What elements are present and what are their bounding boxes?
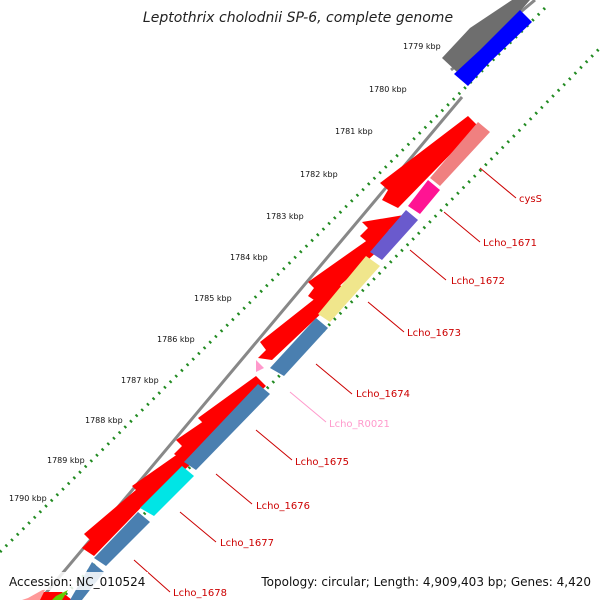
gene-forward: [308, 227, 394, 304]
leader-line: [479, 167, 517, 199]
gene-Lcho_1675: [184, 384, 270, 470]
gene-Lcho_1673: [318, 256, 380, 322]
forward-genes: [30, 116, 478, 600]
leader-line: [215, 473, 253, 505]
leader-line: [315, 363, 353, 395]
gene-label-Lcho_1671: Lcho_1671: [483, 238, 537, 249]
leader-line: [133, 559, 171, 593]
tick-label: 1782 kbp: [300, 170, 338, 179]
reverse-genes: [22, 122, 490, 600]
top-gray-block: [442, 0, 530, 72]
tick-label: 1779 kbp: [403, 42, 441, 51]
gene-forward: [82, 478, 160, 556]
topology-summary-text: Topology: circular; Length: 4,909,403 bp…: [260, 575, 591, 589]
footer-backdrop-right: [256, 572, 598, 590]
leader-line: [255, 429, 293, 461]
leader-line: [409, 249, 447, 281]
leader-lines: [133, 167, 517, 593]
tick-label: 1785 kbp: [194, 294, 232, 303]
accession-text: Accession: NC_010524: [9, 575, 145, 589]
gene-label-Lcho_1675: Lcho_1675: [295, 457, 349, 468]
map-title: Leptothrix cholodnii SP-6, complete geno…: [143, 10, 453, 26]
gene-Lcho_1676: [140, 466, 194, 516]
gene-label-Lcho_1678: Lcho_1678: [173, 588, 227, 599]
gene-labels: cysS Lcho_1671 Lcho_1672 Lcho_1673 Lcho_…: [173, 194, 542, 599]
tick-label: 1780 kbp: [369, 85, 407, 94]
tick-labels: 1779 kbp 1780 kbp 1781 kbp 1782 kbp 1783…: [9, 42, 441, 503]
gene-cysS: [430, 122, 490, 186]
tick-label: 1781 kbp: [335, 127, 373, 136]
leader-line: [367, 301, 405, 333]
leader-line: [443, 211, 481, 243]
gene-label-Lcho_1676: Lcho_1676: [256, 501, 310, 512]
tick-label: 1783 kbp: [266, 212, 304, 221]
tick-label: 1788 kbp: [85, 416, 123, 425]
footer-backdrop-left: [4, 572, 148, 590]
gene-label-Lcho_R0021: Lcho_R0021: [329, 419, 390, 430]
outer-tick-track: [0, 6, 547, 554]
gene-forward: [258, 282, 346, 360]
gene-label-Lcho_1674: Lcho_1674: [356, 389, 410, 400]
tick-label: 1790 kbp: [9, 494, 47, 503]
tick-label: 1789 kbp: [47, 456, 85, 465]
gene-label-cysS: cysS: [519, 194, 542, 205]
gene-Lcho_1674: [270, 318, 328, 376]
gene-Lcho_1672: [370, 210, 418, 260]
gene-label-Lcho_1677: Lcho_1677: [220, 538, 274, 549]
leader-line: [289, 391, 327, 423]
tick-label: 1786 kbp: [157, 335, 195, 344]
top-blue-block: [454, 10, 532, 86]
tick-label: 1784 kbp: [230, 253, 268, 262]
leader-line: [179, 511, 217, 543]
gene-pink: [22, 588, 46, 600]
gene-Lcho_1671: [408, 180, 440, 214]
tick-label: 1787 kbp: [121, 376, 159, 385]
gene-label-Lcho_1673: Lcho_1673: [407, 328, 461, 339]
gene-label-Lcho_1672: Lcho_1672: [451, 276, 505, 287]
gene-Lcho_R0021: [256, 360, 264, 372]
gene-green: [52, 590, 68, 600]
gene-forward: [380, 116, 478, 208]
gene-Lcho_1677: [94, 512, 150, 566]
